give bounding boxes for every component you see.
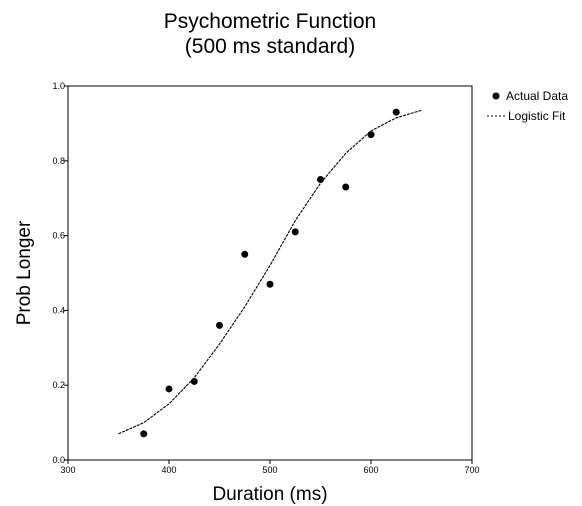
y-tick-label: 0.4 — [52, 305, 65, 315]
legend: Actual Data Logistic Fit — [487, 89, 568, 123]
y-tick-label: 0.0 — [52, 455, 65, 465]
data-point — [190, 377, 198, 385]
data-point — [165, 385, 173, 393]
data-point — [392, 108, 400, 116]
legend-marker-actual-data — [492, 92, 500, 100]
data-point — [367, 131, 375, 139]
data-point — [216, 321, 223, 329]
x-tick-label: 700 — [464, 465, 479, 475]
data-point — [241, 250, 249, 258]
y-axis-ticks: 0.0 0.2 0.4 0.6 0.8 1.0 — [52, 81, 68, 465]
data-point — [291, 228, 299, 236]
data-point — [140, 430, 148, 438]
y-tick-label: 1.0 — [52, 81, 65, 91]
data-point — [317, 176, 324, 183]
x-tick-label: 500 — [262, 465, 277, 475]
y-tick-label: 0.6 — [52, 231, 65, 241]
y-axis-label: Prob Longer — [14, 220, 35, 325]
chart-subtitle: (500 ms standard) — [184, 35, 356, 58]
x-tick-label: 600 — [363, 465, 378, 475]
series-layer — [118, 108, 422, 438]
chart-title: Psychometric Function — [163, 10, 377, 33]
x-axis-label: Duration (ms) — [212, 484, 327, 505]
legend-label-actual-data: Actual Data — [506, 89, 568, 103]
data-point — [342, 183, 350, 191]
logistic-fit-line — [118, 109, 422, 435]
x-tick-label: 300 — [60, 465, 75, 475]
data-point — [266, 280, 274, 288]
x-axis-ticks: 300 400 500 600 700 — [60, 460, 480, 475]
legend-label-logistic-fit: Logistic Fit — [508, 109, 566, 123]
y-tick-label: 0.2 — [52, 380, 65, 390]
x-tick-label: 400 — [161, 465, 176, 475]
y-tick-label: 0.8 — [52, 156, 65, 166]
plot-area-frame — [67, 85, 473, 461]
